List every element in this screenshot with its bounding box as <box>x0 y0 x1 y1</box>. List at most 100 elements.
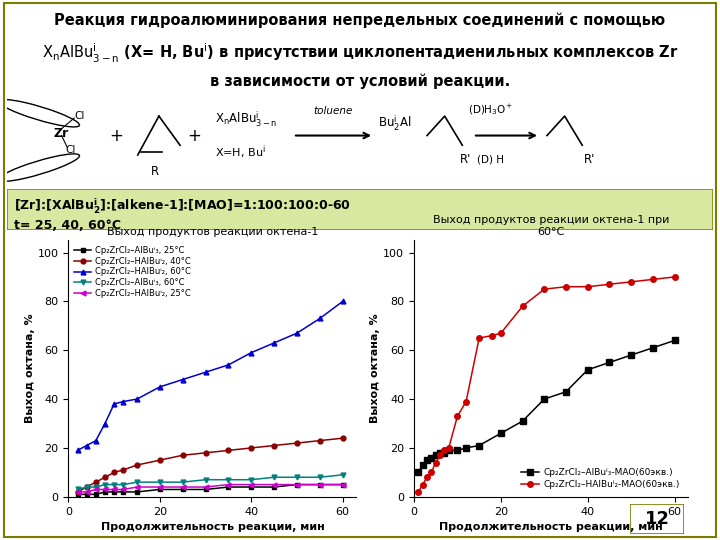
Line: Cp₂ZrCl₂–HAlBuⁱ₂-MAO(60экв.): Cp₂ZrCl₂–HAlBuⁱ₂-MAO(60экв.) <box>415 274 678 495</box>
Cp₂ZrCl₂–AlBuⁱ₃-MAO(60экв.) <box>427 455 436 461</box>
Text: $\mathrm{X_nAlBu^i_{3-n}}$ (X= H, Bu$^\mathrm{i}$) в присутствии циклопентадиени: $\mathrm{X_nAlBu^i_{3-n}}$ (X= H, Bu$^\m… <box>42 42 678 65</box>
Cp₂ZrCl₂–AlBuⁱ₃, 60°C <box>292 474 301 481</box>
Cp₂ZrCl₂–HAlBuⁱ₂, 40°C <box>132 462 141 468</box>
Text: Реакция гидроалюминирования непредельных соединений с помощью: Реакция гидроалюминирования непредельных… <box>55 12 665 28</box>
Cp₂ZrCl₂–AlBuⁱ₃, 25°C <box>201 486 210 492</box>
Text: toluene: toluene <box>313 106 353 116</box>
Cp₂ZrCl₂–AlBuⁱ₃, 25°C <box>270 484 279 490</box>
Cp₂ZrCl₂–HAlBuⁱ₂, 40°C <box>82 484 91 490</box>
Cp₂ZrCl₂–AlBuⁱ₃-MAO(60экв.) <box>583 367 592 373</box>
Text: (D)H$_3$O$^+$: (D)H$_3$O$^+$ <box>468 102 513 117</box>
Cp₂ZrCl₂–HAlBuⁱ₂-MAO(60экв.) <box>670 274 679 280</box>
Cp₂ZrCl₂–HAlBuⁱ₂-MAO(60экв.) <box>423 474 431 481</box>
Cp₂ZrCl₂–AlBuⁱ₃, 25°C <box>247 484 256 490</box>
Cp₂ZrCl₂–AlBuⁱ₃, 25°C <box>338 481 347 488</box>
Cp₂ZrCl₂–HAlBuⁱ₂, 60°C <box>270 340 279 346</box>
Cp₂ZrCl₂–HAlBuⁱ₂-MAO(60экв.) <box>414 489 423 495</box>
Cp₂ZrCl₂–AlBuⁱ₃, 25°C <box>82 491 91 497</box>
Cp₂ZrCl₂–HAlBuⁱ₂, 25°C <box>101 486 109 492</box>
Line: Cp₂ZrCl₂–AlBuⁱ₃-MAO(60экв.): Cp₂ZrCl₂–AlBuⁱ₃-MAO(60экв.) <box>415 338 678 475</box>
Cp₂ZrCl₂–HAlBuⁱ₂-MAO(60экв.) <box>462 399 470 405</box>
Cp₂ZrCl₂–HAlBuⁱ₂-MAO(60экв.) <box>562 284 570 290</box>
Cp₂ZrCl₂–AlBuⁱ₃-MAO(60экв.) <box>474 442 483 449</box>
Cp₂ZrCl₂–HAlBuⁱ₂-MAO(60экв.) <box>427 469 436 476</box>
Cp₂ZrCl₂–HAlBuⁱ₂-MAO(60экв.) <box>605 281 613 287</box>
Line: Cp₂ZrCl₂–AlBuⁱ₃, 60°C: Cp₂ZrCl₂–AlBuⁱ₃, 60°C <box>75 472 345 492</box>
Legend: Cp₂ZrCl₂–AlBuⁱ₃-MAO(60экв.), Cp₂ZrCl₂–HAlBuⁱ₂-MAO(60экв.): Cp₂ZrCl₂–AlBuⁱ₃-MAO(60экв.), Cp₂ZrCl₂–HA… <box>517 464 683 492</box>
Cp₂ZrCl₂–AlBuⁱ₃-MAO(60экв.) <box>440 450 449 456</box>
Cp₂ZrCl₂–HAlBuⁱ₂, 25°C <box>91 486 100 492</box>
Cp₂ZrCl₂–HAlBuⁱ₂, 60°C <box>82 442 91 449</box>
Text: $\mathrm{X_nAlBu^i_{3-n}}$: $\mathrm{X_nAlBu^i_{3-n}}$ <box>215 109 278 129</box>
Text: +: + <box>109 126 124 145</box>
Cp₂ZrCl₂–HAlBuⁱ₂, 60°C <box>156 383 164 390</box>
Line: Cp₂ZrCl₂–HAlBuⁱ₂, 25°C: Cp₂ZrCl₂–HAlBuⁱ₂, 25°C <box>75 482 345 494</box>
Cp₂ZrCl₂–AlBuⁱ₃, 60°C <box>201 476 210 483</box>
Cp₂ZrCl₂–AlBuⁱ₃, 60°C <box>224 476 233 483</box>
Cp₂ZrCl₂–HAlBuⁱ₂, 60°C <box>132 396 141 402</box>
Cp₂ZrCl₂–HAlBuⁱ₂, 60°C <box>247 349 256 356</box>
Cp₂ZrCl₂–AlBuⁱ₃, 60°C <box>132 479 141 485</box>
Cp₂ZrCl₂–AlBuⁱ₃, 60°C <box>109 481 118 488</box>
Text: R': R' <box>460 153 472 166</box>
Cp₂ZrCl₂–AlBuⁱ₃-MAO(60экв.) <box>423 457 431 463</box>
Text: [Zr]:[XAlBu$^\mathbf{i}_\mathbf{2}$]:[alkene-1]:[MAO]=1:100:100:0-60: [Zr]:[XAlBu$^\mathbf{i}_\mathbf{2}$]:[al… <box>14 197 351 215</box>
Cp₂ZrCl₂–HAlBuⁱ₂, 40°C <box>179 452 187 458</box>
Cp₂ZrCl₂–AlBuⁱ₃, 25°C <box>119 489 127 495</box>
Cp₂ZrCl₂–HAlBuⁱ₂, 25°C <box>109 486 118 492</box>
Cp₂ZrCl₂–HAlBuⁱ₂, 60°C <box>292 330 301 336</box>
Cp₂ZrCl₂–AlBuⁱ₃-MAO(60экв.) <box>540 396 549 402</box>
Cp₂ZrCl₂–AlBuⁱ₃-MAO(60экв.) <box>414 469 423 476</box>
Cp₂ZrCl₂–HAlBuⁱ₂, 60°C <box>101 420 109 427</box>
Cp₂ZrCl₂–AlBuⁱ₃, 25°C <box>179 486 187 492</box>
Cp₂ZrCl₂–AlBuⁱ₃, 60°C <box>101 481 109 488</box>
Cp₂ZrCl₂–HAlBuⁱ₂-MAO(60экв.) <box>431 460 440 466</box>
Cp₂ZrCl₂–HAlBuⁱ₂, 25°C <box>247 481 256 488</box>
Cp₂ZrCl₂–HAlBuⁱ₂, 60°C <box>338 298 347 305</box>
Cp₂ZrCl₂–AlBuⁱ₃, 60°C <box>315 474 324 481</box>
Text: R': R' <box>584 153 595 166</box>
Cp₂ZrCl₂–HAlBuⁱ₂-MAO(60экв.) <box>540 286 549 292</box>
Cp₂ZrCl₂–HAlBuⁱ₂, 40°C <box>201 450 210 456</box>
Cp₂ZrCl₂–HAlBuⁱ₂, 60°C <box>315 315 324 322</box>
Y-axis label: Выход октана, %: Выход октана, % <box>25 314 35 423</box>
Cp₂ZrCl₂–HAlBuⁱ₂, 40°C <box>315 437 324 444</box>
Cp₂ZrCl₂–AlBuⁱ₃-MAO(60экв.) <box>649 345 657 351</box>
Cp₂ZrCl₂–AlBuⁱ₃-MAO(60экв.) <box>670 337 679 343</box>
Cp₂ZrCl₂–HAlBuⁱ₂, 40°C <box>119 467 127 473</box>
Cp₂ZrCl₂–HAlBuⁱ₂, 40°C <box>270 442 279 449</box>
Cp₂ZrCl₂–AlBuⁱ₃-MAO(60экв.) <box>462 445 470 451</box>
Cp₂ZrCl₂–HAlBuⁱ₂, 40°C <box>109 469 118 476</box>
Cp₂ZrCl₂–HAlBuⁱ₂, 25°C <box>119 486 127 492</box>
Cp₂ZrCl₂–HAlBuⁱ₂, 60°C <box>201 369 210 375</box>
Text: Bu$^\mathrm{i}_2$Al: Bu$^\mathrm{i}_2$Al <box>377 113 411 133</box>
Cp₂ZrCl₂–HAlBuⁱ₂, 25°C <box>270 481 279 488</box>
Text: Cl: Cl <box>74 111 85 121</box>
Cp₂ZrCl₂–HAlBuⁱ₂-MAO(60экв.) <box>444 445 453 451</box>
Cp₂ZrCl₂–AlBuⁱ₃-MAO(60экв.) <box>436 450 444 456</box>
Cp₂ZrCl₂–AlBuⁱ₃, 25°C <box>156 486 164 492</box>
Cp₂ZrCl₂–HAlBuⁱ₂, 60°C <box>73 447 82 454</box>
Title: Выход продуктов реакции октена-1 при
60°С: Выход продуктов реакции октена-1 при 60°… <box>433 215 669 237</box>
Line: Cp₂ZrCl₂–HAlBuⁱ₂, 60°C: Cp₂ZrCl₂–HAlBuⁱ₂, 60°C <box>75 299 345 453</box>
Cp₂ZrCl₂–HAlBuⁱ₂-MAO(60экв.) <box>436 452 444 458</box>
Cp₂ZrCl₂–AlBuⁱ₃-MAO(60экв.) <box>562 388 570 395</box>
Cp₂ZrCl₂–AlBuⁱ₃-MAO(60экв.) <box>518 418 527 424</box>
Cp₂ZrCl₂–HAlBuⁱ₂-MAO(60экв.) <box>518 303 527 309</box>
X-axis label: Продолжительность реакции, мин: Продолжительность реакции, мин <box>101 522 324 532</box>
Text: +: + <box>187 126 201 145</box>
Cp₂ZrCl₂–HAlBuⁱ₂, 40°C <box>101 474 109 481</box>
Cp₂ZrCl₂–AlBuⁱ₃-MAO(60экв.) <box>497 430 505 436</box>
Cp₂ZrCl₂–HAlBuⁱ₂, 40°C <box>224 447 233 454</box>
Cp₂ZrCl₂–HAlBuⁱ₂, 25°C <box>179 484 187 490</box>
Cp₂ZrCl₂–HAlBuⁱ₂-MAO(60экв.) <box>440 447 449 454</box>
Cp₂ZrCl₂–HAlBuⁱ₂-MAO(60экв.) <box>649 276 657 282</box>
Cp₂ZrCl₂–AlBuⁱ₃, 60°C <box>91 484 100 490</box>
Cp₂ZrCl₂–AlBuⁱ₃, 60°C <box>338 471 347 478</box>
Cp₂ZrCl₂–HAlBuⁱ₂-MAO(60экв.) <box>488 332 497 339</box>
Cp₂ZrCl₂–AlBuⁱ₃-MAO(60экв.) <box>627 352 636 359</box>
Cp₂ZrCl₂–HAlBuⁱ₂, 25°C <box>156 484 164 490</box>
Text: t= 25, 40, 60°C: t= 25, 40, 60°C <box>14 219 121 232</box>
Cp₂ZrCl₂–AlBuⁱ₃-MAO(60экв.) <box>418 462 427 468</box>
Cp₂ZrCl₂–HAlBuⁱ₂, 40°C <box>73 489 82 495</box>
